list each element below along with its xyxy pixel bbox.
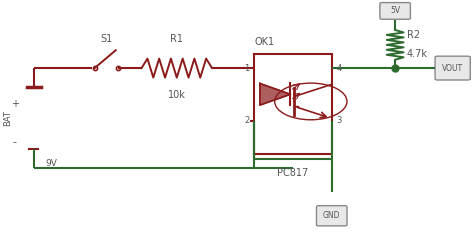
Text: 10k: 10k <box>168 89 186 100</box>
Text: 5V: 5V <box>390 7 400 15</box>
FancyBboxPatch shape <box>435 56 470 80</box>
Text: +: + <box>11 99 19 109</box>
Polygon shape <box>260 83 291 105</box>
Bar <box>254 54 332 154</box>
Text: R1: R1 <box>170 34 183 44</box>
Text: OK1: OK1 <box>254 37 274 47</box>
FancyBboxPatch shape <box>380 3 410 19</box>
FancyBboxPatch shape <box>317 206 347 226</box>
Text: 2: 2 <box>244 116 250 125</box>
Text: S1: S1 <box>100 34 112 44</box>
Text: VOUT: VOUT <box>442 64 463 73</box>
Text: -: - <box>13 137 17 147</box>
Text: PC817: PC817 <box>277 168 309 178</box>
Text: 4.7k: 4.7k <box>407 49 428 59</box>
Text: GND: GND <box>323 211 340 220</box>
Text: BAT: BAT <box>3 110 12 126</box>
Text: 1: 1 <box>244 64 250 73</box>
Text: 4: 4 <box>337 64 342 73</box>
Text: 3: 3 <box>337 116 342 125</box>
Text: 9V: 9V <box>46 159 57 168</box>
Text: R2: R2 <box>407 30 420 40</box>
